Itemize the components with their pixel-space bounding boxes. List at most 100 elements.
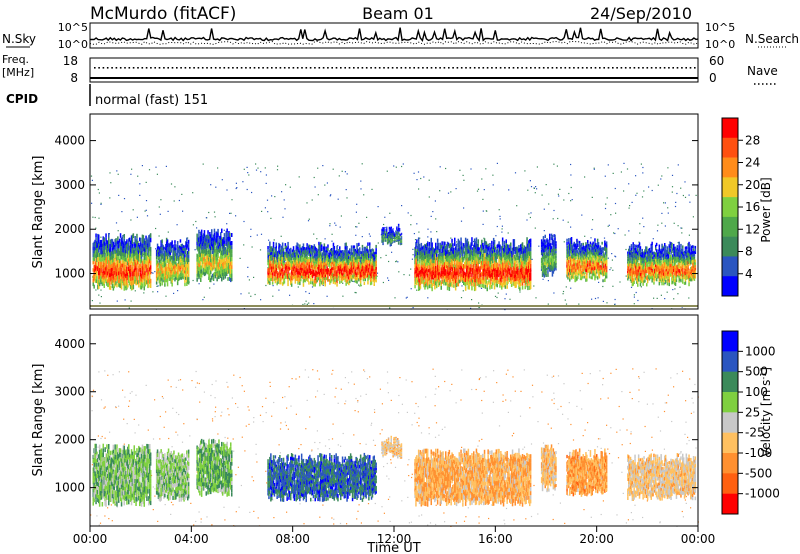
scatter-cell	[418, 243, 421, 248]
scatter-cell	[118, 275, 120, 280]
scatter-cell	[126, 243, 128, 249]
nave-dot	[694, 67, 696, 69]
scatter-cell	[223, 243, 226, 248]
scatter-cell	[159, 263, 162, 267]
scatter-cell	[282, 263, 285, 267]
scatter-cell	[176, 252, 179, 256]
scatter-cell	[143, 268, 146, 273]
scatter-cell	[120, 242, 123, 247]
noise-pixel	[427, 297, 429, 299]
scatter-cell	[95, 262, 97, 267]
scatter-cell	[312, 249, 315, 253]
scatter-cell	[142, 247, 145, 252]
scatter-cell	[385, 240, 387, 242]
scatter-cell	[127, 257, 129, 262]
scatter-cell	[318, 248, 320, 252]
scatter-cell	[212, 238, 215, 243]
scatter-cell	[328, 264, 330, 267]
noise-pixel	[178, 199, 180, 202]
scatter-cell	[384, 231, 386, 232]
scatter-cell	[364, 278, 367, 282]
noise-pixel	[145, 200, 148, 202]
scatter-cell	[108, 273, 111, 278]
scatter-cell	[396, 239, 398, 241]
scatter-cell	[203, 245, 206, 250]
scatter-cell	[231, 277, 233, 282]
scatter-cell	[330, 263, 332, 266]
noise-pixel	[394, 297, 396, 299]
scatter-cell	[184, 279, 186, 283]
scatter-cell	[142, 243, 145, 248]
scatter-cell	[340, 266, 342, 269]
scatter-cell	[340, 266, 343, 270]
scatter-cell	[357, 259, 359, 262]
scatter-cell	[312, 269, 315, 273]
scatter-cell	[98, 248, 100, 253]
scatter-cell	[212, 234, 215, 239]
noise-pixel	[98, 192, 100, 194]
scatter-cell	[418, 255, 421, 260]
scatter-cell	[269, 277, 271, 282]
noise-pixel	[615, 256, 617, 258]
scatter-cell	[167, 265, 170, 269]
scatter-cell	[98, 257, 100, 262]
scatter-cell	[391, 237, 394, 239]
noise-pixel	[640, 163, 642, 165]
scatter-cell	[180, 244, 183, 247]
scatter-cell	[112, 262, 115, 267]
nave-dot	[637, 67, 640, 69]
scatter-cell	[267, 271, 269, 275]
scatter-cell	[318, 245, 320, 249]
scatter-cell	[283, 257, 286, 260]
noise-pixel	[527, 189, 529, 191]
noise-pixel	[157, 291, 159, 293]
scatter-cell	[391, 235, 394, 237]
scatter-cell	[92, 260, 95, 265]
scatter-cell	[173, 247, 175, 250]
scatter-cell	[163, 255, 165, 259]
nave-dot	[150, 67, 152, 69]
scatter-cell	[382, 243, 384, 246]
scatter-cell	[300, 258, 302, 262]
scatter-cell	[176, 277, 179, 282]
noise-pixel	[530, 212, 532, 214]
scatter-cell	[160, 260, 162, 264]
scatter-cell	[156, 273, 159, 278]
scatter-cell	[134, 255, 136, 260]
noise-pixel	[492, 184, 494, 186]
scatter-cell	[330, 278, 333, 282]
scatter-cell	[187, 262, 190, 266]
scatter-cell	[369, 260, 371, 264]
scatter-cell	[186, 261, 188, 266]
scatter-cell	[428, 242, 431, 246]
scatter-cell	[206, 234, 208, 239]
scatter-cell	[169, 271, 172, 275]
scatter-cell	[200, 261, 202, 266]
noise-pixel	[99, 302, 101, 304]
scatter-cell	[145, 272, 147, 277]
noise-pixel	[461, 285, 463, 287]
scatter-cell	[101, 278, 104, 283]
scatter-cell	[162, 244, 164, 248]
noise-pixel	[406, 296, 408, 298]
scatter-cell	[352, 269, 355, 273]
scatter-cell	[332, 246, 335, 250]
scatter-cell	[136, 238, 138, 243]
scatter-cell	[114, 239, 116, 243]
scatter-cell	[291, 272, 294, 275]
noise-pixel	[614, 298, 616, 301]
noise-pixel	[570, 163, 572, 166]
scatter-cell	[421, 276, 424, 281]
noise-pixel	[210, 184, 212, 186]
noise-pixel	[239, 257, 241, 259]
noise-pixel	[265, 174, 267, 176]
scatter-cell	[423, 268, 425, 273]
scatter-cell	[169, 251, 172, 256]
scatter-cell	[297, 281, 299, 285]
scatter-cell	[385, 238, 387, 240]
scatter-cell	[284, 272, 287, 276]
noise-pixel	[688, 234, 690, 236]
scatter-cell	[107, 256, 109, 260]
scatter-cell	[111, 243, 114, 248]
noise-pixel	[498, 209, 500, 211]
